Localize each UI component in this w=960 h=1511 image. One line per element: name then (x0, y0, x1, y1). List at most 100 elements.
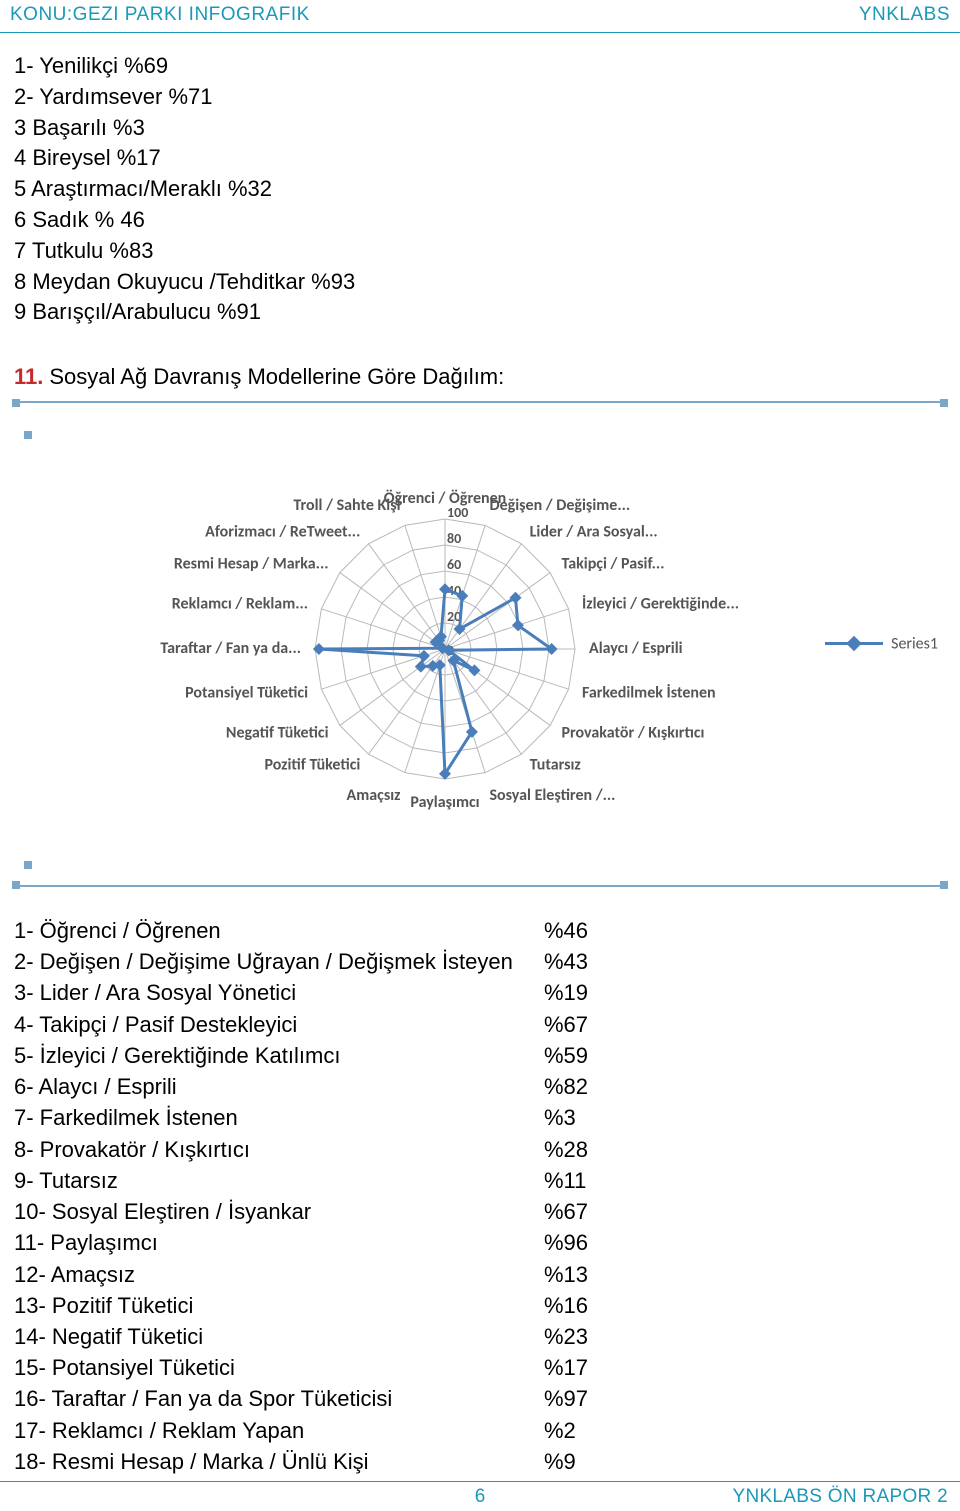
chart-corner-icon (12, 399, 20, 407)
svg-text:Taraftar / Fan ya da...: Taraftar / Fan ya da... (160, 639, 301, 658)
list-item: 1- Yenilikçi %69 (14, 51, 946, 82)
row-value: %19 (544, 977, 588, 1008)
table-row: 17- Reklamcı / Reklam Yapan%2 (14, 1415, 946, 1446)
chart-corner-icon (12, 881, 20, 889)
row-value: %97 (544, 1383, 588, 1414)
row-value: %28 (544, 1134, 588, 1165)
row-value: %2 (544, 1415, 576, 1446)
svg-text:60: 60 (447, 556, 461, 573)
svg-text:80: 80 (447, 530, 461, 547)
row-value: %13 (544, 1259, 588, 1290)
svg-text:Troll / Sahte Kişi: Troll / Sahte Kişi (293, 496, 400, 515)
row-value: %3 (544, 1102, 576, 1133)
row-label: 8- Provakatör / Kışkırtıcı (14, 1134, 544, 1165)
radar-chart: 204060801000Öğrenci / ÖğrenenDeğişen / D… (85, 431, 875, 861)
table-row: 7- Farkedilmek İstenen%3 (14, 1102, 946, 1133)
row-label: 18- Resmi Hesap / Marka / Ünlü Kişi (14, 1446, 544, 1477)
row-label: 13- Pozitif Tüketici (14, 1290, 544, 1321)
table-row: 14- Negatif Tüketici%23 (14, 1321, 946, 1352)
row-label: 2- Değişen / Değişime Uğrayan / Değişmek… (14, 946, 544, 977)
svg-text:Lider / Ara Sosyal...: Lider / Ara Sosyal... (530, 522, 658, 541)
svg-text:Provakatör / Kışkırtıcı: Provakatör / Kışkırtıcı (561, 724, 704, 743)
table-row: 18- Resmi Hesap / Marka / Ünlü Kişi%9 (14, 1446, 946, 1477)
row-label: 12- Amaçsız (14, 1259, 544, 1290)
table-row: 11- Paylaşımcı%96 (14, 1227, 946, 1258)
row-value: %17 (544, 1352, 588, 1383)
row-label: 15- Potansiyel Tüketici (14, 1352, 544, 1383)
svg-text:Farkedilmek İstenen: Farkedilmek İstenen (582, 683, 716, 702)
footer-right: YNKLABS ÖN RAPOR 2 (732, 1486, 948, 1508)
table-row: 4- Takipçi / Pasif Destekleyici%67 (14, 1009, 946, 1040)
list-item: 4 Bireysel %17 (14, 143, 946, 174)
row-value: %59 (544, 1040, 588, 1071)
row-value: %23 (544, 1321, 588, 1352)
row-label: 6- Alaycı / Esprili (14, 1071, 544, 1102)
row-label: 14- Negatif Tüketici (14, 1321, 544, 1352)
table-row: 13- Pozitif Tüketici%16 (14, 1290, 946, 1321)
list-item: 2- Yardımsever %71 (14, 82, 946, 113)
svg-text:Paylaşımcı: Paylaşımcı (410, 793, 479, 812)
table-row: 15- Potansiyel Tüketici%17 (14, 1352, 946, 1383)
table-row: 9- Tutarsız%11 (14, 1165, 946, 1196)
row-label: 10- Sosyal Eleştiren / İsyankar (14, 1196, 544, 1227)
table-row: 12- Amaçsız%13 (14, 1259, 946, 1290)
svg-text:Reklamcı / Reklam...: Reklamcı / Reklam... (172, 594, 308, 613)
page-header: KONU:GEZI PARKI INFOGRAFIK YNKLABS (0, 0, 960, 33)
legend-marker-icon (825, 637, 883, 651)
row-label: 11- Paylaşımcı (14, 1227, 544, 1258)
table-row: 5- İzleyici / Gerektiğinde Katılımcı%59 (14, 1040, 946, 1071)
row-label: 9- Tutarsız (14, 1165, 544, 1196)
footer-page-number: 6 (475, 1486, 486, 1508)
row-value: %96 (544, 1227, 588, 1258)
row-label: 17- Reklamcı / Reklam Yapan (14, 1415, 544, 1446)
table-row: 3- Lider / Ara Sosyal Yönetici%19 (14, 977, 946, 1008)
svg-text:Amaçsız: Amaçsız (347, 786, 401, 805)
row-label: 16- Taraftar / Fan ya da Spor Tüketicisi (14, 1383, 544, 1414)
row-value: %43 (544, 946, 588, 977)
row-value: %67 (544, 1196, 588, 1227)
list-item: 5 Araştırmacı/Meraklı %32 (14, 174, 946, 205)
radar-chart-container: 204060801000Öğrenci / ÖğrenenDeğişen / D… (14, 401, 946, 887)
row-value: %67 (544, 1009, 588, 1040)
table-row: 8- Provakatör / Kışkırtıcı%28 (14, 1134, 946, 1165)
svg-text:İzleyici / Gerektiğinde...: İzleyici / Gerektiğinde... (582, 594, 739, 613)
intro-list: 1- Yenilikçi %692- Yardımsever %713 Başa… (14, 51, 946, 328)
svg-text:Değişen / Değişime...: Değişen / Değişime... (489, 496, 630, 515)
header-left: KONU:GEZI PARKI INFOGRAFIK (10, 4, 310, 26)
row-value: %16 (544, 1290, 588, 1321)
row-label: 5- İzleyici / Gerektiğinde Katılımcı (14, 1040, 544, 1071)
section-heading: 11.Sosyal Ağ Davranış Modellerine Göre D… (14, 362, 946, 393)
list-item: 6 Sadık % 46 (14, 205, 946, 236)
svg-text:Negatif Tüketici: Negatif Tüketici (226, 724, 329, 743)
svg-text:Potansiyel Tüketici: Potansiyel Tüketici (185, 683, 308, 702)
row-label: 4- Takipçi / Pasif Destekleyici (14, 1009, 544, 1040)
list-item: 3 Başarılı %3 (14, 113, 946, 144)
table-row: 6- Alaycı / Esprili%82 (14, 1071, 946, 1102)
table-row: 16- Taraftar / Fan ya da Spor Tüketicisi… (14, 1383, 946, 1414)
svg-text:Aforizmacı / ReTweet...: Aforizmacı / ReTweet... (205, 522, 360, 541)
svg-text:Pozitif Tüketici: Pozitif Tüketici (264, 755, 360, 774)
list-item: 9 Barışçıl/Arabulucu %91 (14, 297, 946, 328)
row-value: %82 (544, 1071, 588, 1102)
page-footer: 6 YNKLABS ÖN RAPOR 2 (0, 1481, 960, 1511)
chart-legend: Series1 (825, 634, 938, 653)
row-value: %11 (544, 1165, 586, 1196)
table-row: 10- Sosyal Eleştiren / İsyankar%67 (14, 1196, 946, 1227)
page-content: 1- Yenilikçi %692- Yardımsever %713 Başa… (0, 33, 960, 1477)
section-number: 11. (14, 364, 43, 389)
chart-corner-icon (940, 881, 948, 889)
svg-text:Takipçi / Pasif...: Takipçi / Pasif... (561, 554, 664, 573)
row-label: 7- Farkedilmek İstenen (14, 1102, 544, 1133)
row-value: %9 (544, 1446, 576, 1477)
svg-text:Öğrenci / Öğrenen: Öğrenci / Öğrenen (384, 489, 506, 508)
list-item: 8 Meydan Okuyucu /Tehditkar %93 (14, 267, 946, 298)
legend-label: Series1 (891, 634, 938, 653)
row-label: 3- Lider / Ara Sosyal Yönetici (14, 977, 544, 1008)
table-row: 1- Öğrenci / Öğrenen%46 (14, 915, 946, 946)
chart-corner-icon (940, 399, 948, 407)
row-label: 1- Öğrenci / Öğrenen (14, 915, 544, 946)
table-row: 2- Değişen / Değişime Uğrayan / Değişmek… (14, 946, 946, 977)
section-title: Sosyal Ağ Davranış Modellerine Göre Dağı… (49, 364, 504, 389)
row-value: %46 (544, 915, 588, 946)
svg-text:Resmi Hesap / Marka...: Resmi Hesap / Marka... (174, 554, 329, 573)
